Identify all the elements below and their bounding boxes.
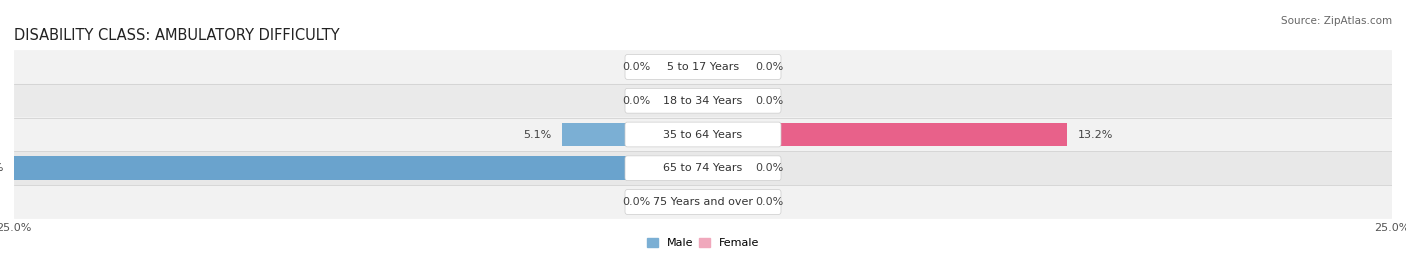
Text: 35 to 64 Years: 35 to 64 Years — [664, 129, 742, 140]
Text: Source: ZipAtlas.com: Source: ZipAtlas.com — [1281, 16, 1392, 26]
Text: 5.1%: 5.1% — [523, 129, 551, 140]
Bar — [703, 190, 744, 214]
Bar — [703, 89, 744, 112]
Legend: Male, Female: Male, Female — [643, 234, 763, 253]
Text: 65 to 74 Years: 65 to 74 Years — [664, 163, 742, 173]
FancyBboxPatch shape — [14, 50, 1392, 84]
FancyBboxPatch shape — [626, 88, 780, 113]
Text: 13.2%: 13.2% — [1078, 129, 1114, 140]
Text: 75 Years and over: 75 Years and over — [652, 197, 754, 207]
Text: 0.0%: 0.0% — [623, 62, 651, 72]
FancyBboxPatch shape — [14, 151, 1392, 185]
Bar — [662, 190, 703, 214]
Text: 5 to 17 Years: 5 to 17 Years — [666, 62, 740, 72]
FancyBboxPatch shape — [14, 84, 1392, 118]
Text: 0.0%: 0.0% — [755, 197, 783, 207]
Bar — [562, 123, 703, 146]
FancyBboxPatch shape — [626, 190, 780, 214]
Text: 0.0%: 0.0% — [755, 62, 783, 72]
Bar — [703, 123, 1067, 146]
Bar — [703, 157, 744, 180]
FancyBboxPatch shape — [14, 118, 1392, 151]
Bar — [14, 157, 703, 180]
FancyBboxPatch shape — [626, 55, 780, 79]
Text: 25.0%: 25.0% — [0, 163, 3, 173]
Text: 0.0%: 0.0% — [755, 96, 783, 106]
FancyBboxPatch shape — [14, 185, 1392, 219]
Text: 18 to 34 Years: 18 to 34 Years — [664, 96, 742, 106]
Bar — [662, 55, 703, 79]
Text: DISABILITY CLASS: AMBULATORY DIFFICULTY: DISABILITY CLASS: AMBULATORY DIFFICULTY — [14, 28, 340, 43]
Bar — [703, 55, 744, 79]
Text: 0.0%: 0.0% — [623, 197, 651, 207]
Bar — [662, 89, 703, 112]
Text: 0.0%: 0.0% — [623, 96, 651, 106]
FancyBboxPatch shape — [626, 122, 780, 147]
Text: 0.0%: 0.0% — [755, 163, 783, 173]
FancyBboxPatch shape — [626, 156, 780, 181]
